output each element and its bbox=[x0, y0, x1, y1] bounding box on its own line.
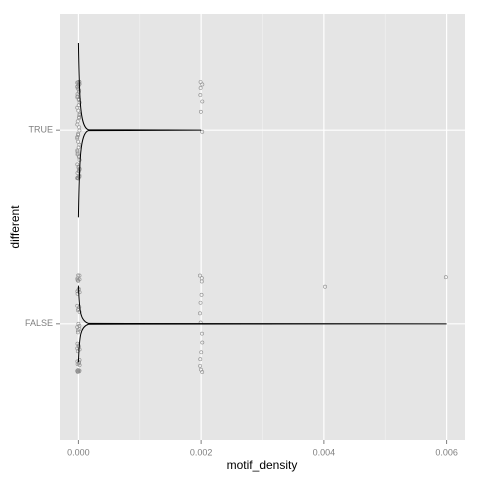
point bbox=[76, 273, 81, 278]
point bbox=[75, 362, 80, 367]
point bbox=[75, 84, 80, 89]
point bbox=[75, 135, 80, 140]
point bbox=[76, 343, 81, 348]
x-tick-label: 0.000 bbox=[67, 447, 90, 457]
point bbox=[77, 112, 82, 117]
point bbox=[77, 368, 82, 373]
point bbox=[75, 303, 80, 308]
point bbox=[198, 357, 203, 362]
point bbox=[75, 278, 80, 282]
point bbox=[75, 136, 80, 141]
point bbox=[198, 93, 203, 97]
point bbox=[323, 284, 327, 289]
point bbox=[200, 99, 205, 104]
point bbox=[75, 119, 80, 124]
point bbox=[198, 109, 203, 114]
point bbox=[76, 108, 81, 113]
x-tick-label: 0.002 bbox=[190, 447, 213, 457]
point bbox=[77, 142, 82, 147]
point bbox=[77, 158, 82, 162]
point bbox=[76, 133, 81, 138]
point bbox=[443, 275, 448, 280]
point bbox=[198, 80, 203, 84]
violin bbox=[77, 43, 202, 218]
y-axis-title: different bbox=[8, 205, 22, 249]
point bbox=[200, 340, 205, 345]
point bbox=[198, 86, 203, 90]
violin bbox=[77, 285, 447, 363]
point bbox=[77, 114, 81, 119]
point bbox=[200, 129, 205, 134]
x-tick-label: 0.006 bbox=[435, 447, 458, 457]
point bbox=[198, 311, 202, 316]
point bbox=[198, 363, 202, 368]
x-tick-label: 0.004 bbox=[313, 447, 336, 457]
y-tick-label: TRUE bbox=[29, 125, 54, 135]
point bbox=[75, 328, 80, 333]
point bbox=[75, 369, 80, 373]
point bbox=[199, 367, 203, 372]
y-tick-label: FALSE bbox=[25, 318, 53, 328]
point bbox=[198, 300, 203, 305]
point bbox=[75, 308, 80, 313]
point bbox=[77, 290, 82, 295]
point bbox=[77, 273, 82, 278]
point bbox=[77, 277, 82, 282]
point bbox=[200, 331, 204, 336]
point bbox=[199, 292, 204, 297]
point bbox=[75, 359, 80, 364]
point bbox=[76, 330, 80, 335]
point bbox=[75, 149, 80, 154]
point bbox=[77, 323, 82, 328]
point bbox=[199, 350, 204, 355]
x-axis-title: motif_density bbox=[227, 458, 298, 472]
point bbox=[200, 82, 205, 87]
point bbox=[77, 128, 82, 133]
point bbox=[198, 273, 202, 278]
point bbox=[76, 321, 81, 326]
point bbox=[76, 145, 81, 150]
point bbox=[199, 279, 204, 284]
